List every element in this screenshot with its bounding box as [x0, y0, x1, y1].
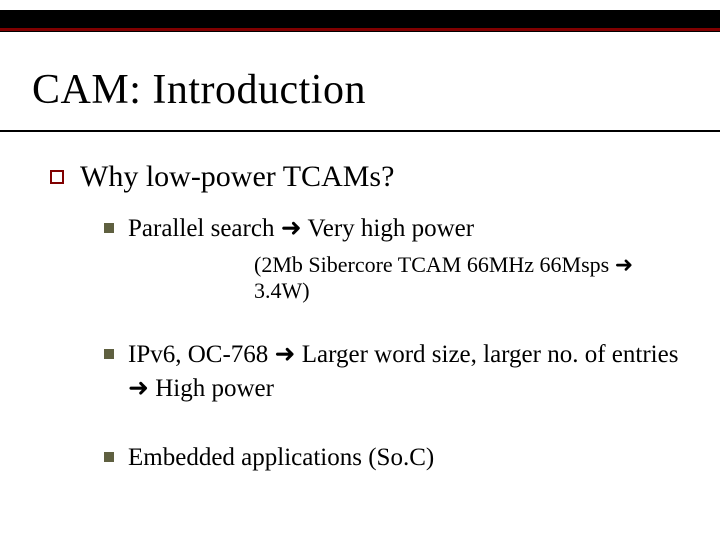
level1-text: Why low-power TCAMs? — [80, 160, 394, 194]
level2-text: IPv6, OC-768 ➜ Larger word size, larger … — [128, 338, 690, 406]
level1-item: Why low-power TCAMs? — [50, 160, 690, 194]
level2-list: Parallel search ➜ Very high power (2Mb S… — [104, 212, 690, 475]
level2-item: Embedded applications (So.C) — [104, 441, 690, 475]
filled-square-bullet-icon — [104, 452, 114, 462]
page-title: CAM: Introduction — [32, 66, 366, 114]
content: Why low-power TCAMs? Parallel search ➜ V… — [50, 160, 690, 481]
title-underline — [0, 130, 720, 132]
level2-item: Parallel search ➜ Very high power — [104, 212, 690, 246]
accent-line — [0, 28, 720, 31]
hollow-square-bullet-icon — [50, 170, 64, 184]
level2-detail: (2Mb Sibercore TCAM 66MHz 66Msps ➜ 3.4W) — [254, 252, 690, 304]
filled-square-bullet-icon — [104, 223, 114, 233]
title-area: CAM: Introduction — [32, 66, 366, 114]
level2-item: IPv6, OC-768 ➜ Larger word size, larger … — [104, 338, 690, 406]
level2-text: Embedded applications (So.C) — [128, 441, 434, 475]
filled-square-bullet-icon — [104, 349, 114, 359]
level2-text: Parallel search ➜ Very high power — [128, 212, 474, 246]
